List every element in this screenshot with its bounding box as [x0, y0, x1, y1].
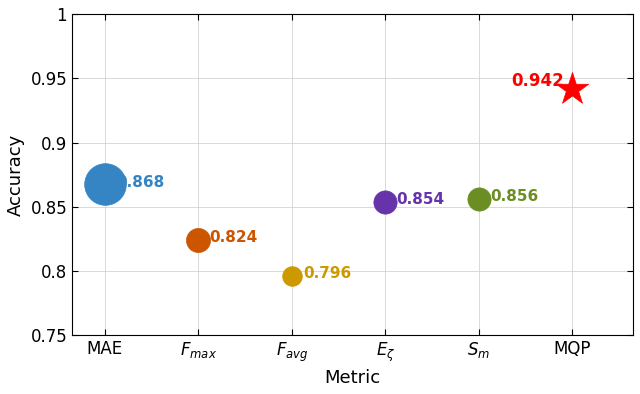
- Text: 0.824: 0.824: [209, 230, 258, 245]
- Text: 0.796: 0.796: [303, 266, 351, 281]
- Point: [567, 85, 577, 92]
- Y-axis label: Accuracy: Accuracy: [7, 134, 25, 216]
- Text: 0.868: 0.868: [116, 175, 164, 190]
- Point: [287, 273, 297, 279]
- Text: 0.942: 0.942: [511, 72, 564, 90]
- Text: 0.856: 0.856: [490, 189, 538, 204]
- Point: [193, 237, 204, 243]
- Point: [100, 180, 110, 187]
- Point: [380, 199, 390, 205]
- Point: [474, 196, 484, 202]
- X-axis label: Metric: Metric: [324, 369, 381, 387]
- Text: 0.854: 0.854: [397, 191, 445, 206]
